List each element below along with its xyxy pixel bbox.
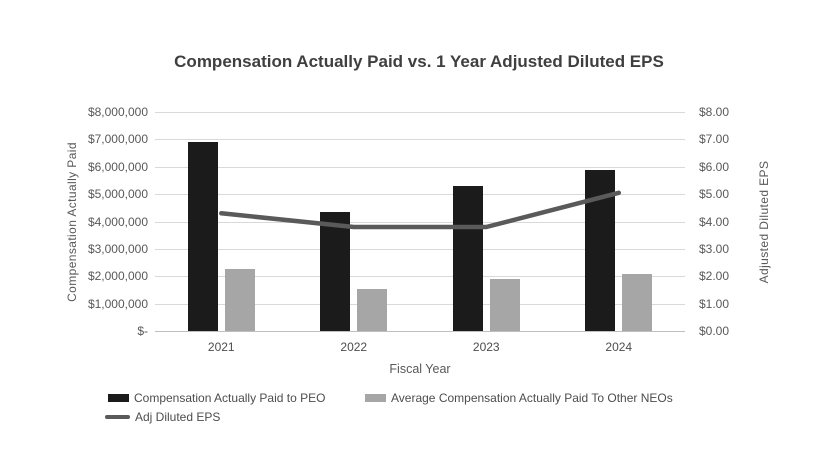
gridline <box>155 221 685 223</box>
legend-swatch-neo-bar <box>365 394 386 402</box>
bar-neo-bar-2022 <box>357 288 388 331</box>
bar-peo-bar-2022 <box>320 211 351 331</box>
legend-item-neo: Average Compensation Actually Paid To Ot… <box>365 391 673 405</box>
bar-peo-bar-2023 <box>452 185 483 331</box>
left-axis-tick: $2,000,000 <box>87 269 148 284</box>
gridline <box>155 194 685 196</box>
right-axis-tick: $3.00 <box>699 241 730 256</box>
x-axis-tick-2024: 2024 <box>605 340 633 354</box>
left-axis-tick: $8,000,000 <box>87 105 148 119</box>
left-axis-tick: $4,000,000 <box>87 214 148 229</box>
left-axis-tick: $1,000,000 <box>87 296 148 311</box>
plot-area <box>155 112 685 332</box>
right-axis-tick: $6.00 <box>699 159 730 174</box>
gridline <box>155 112 685 113</box>
right-axis-tick: $4.00 <box>699 214 730 229</box>
gridline <box>155 303 685 305</box>
x-axis-tick-2022: 2022 <box>340 340 368 354</box>
legend-label-peo: Compensation Actually Paid to PEO <box>134 391 326 405</box>
legend-label-neo: Average Compensation Actually Paid To Ot… <box>391 391 673 405</box>
legend-label-eps: Adj Diluted EPS <box>135 410 221 424</box>
left-axis-tick: $- <box>137 324 148 338</box>
x-axis-tick-2023: 2023 <box>472 340 500 354</box>
chart-title: Compensation Actually Paid vs. 1 Year Ad… <box>174 52 664 71</box>
legend-item-eps: Adj Diluted EPS <box>105 410 220 424</box>
left-axis-tick: $6,000,000 <box>87 159 148 174</box>
left-axis-tick: $5,000,000 <box>87 187 148 202</box>
gridline <box>155 276 685 278</box>
x-axis-title: Fiscal Year <box>389 362 451 376</box>
bar-neo-bar-2024 <box>622 273 653 331</box>
right-axis-tick: $1.00 <box>699 296 730 311</box>
right-axis-tick: $7.00 <box>699 132 730 147</box>
right-axis-tick: $5.00 <box>699 187 730 202</box>
bar-peo-bar-2021 <box>187 142 218 331</box>
gridline <box>155 139 685 141</box>
legend-swatch-peo-bar <box>108 394 129 402</box>
eps-line-layer <box>219 190 622 230</box>
right-axis-tick: $8.00 <box>699 105 730 119</box>
left-axis-tick: $7,000,000 <box>87 132 148 147</box>
right-axis-tick: $0.00 <box>699 324 730 338</box>
bar-neo-bar-2023 <box>489 279 520 331</box>
left-axis-tick: $3,000,000 <box>87 241 148 256</box>
gridline <box>155 248 685 250</box>
legend-swatch-eps-line <box>105 414 130 420</box>
legend-item-peo: Compensation Actually Paid to PEO <box>108 391 325 405</box>
x-axis-tick-2021: 2021 <box>207 340 235 354</box>
eps-line <box>219 190 622 230</box>
right-axis-tick: $2.00 <box>699 269 730 284</box>
bar-neo-bar-2021 <box>224 269 255 331</box>
gridline <box>155 166 685 168</box>
right-axis-title: Adjusted Diluted EPS <box>757 160 771 284</box>
